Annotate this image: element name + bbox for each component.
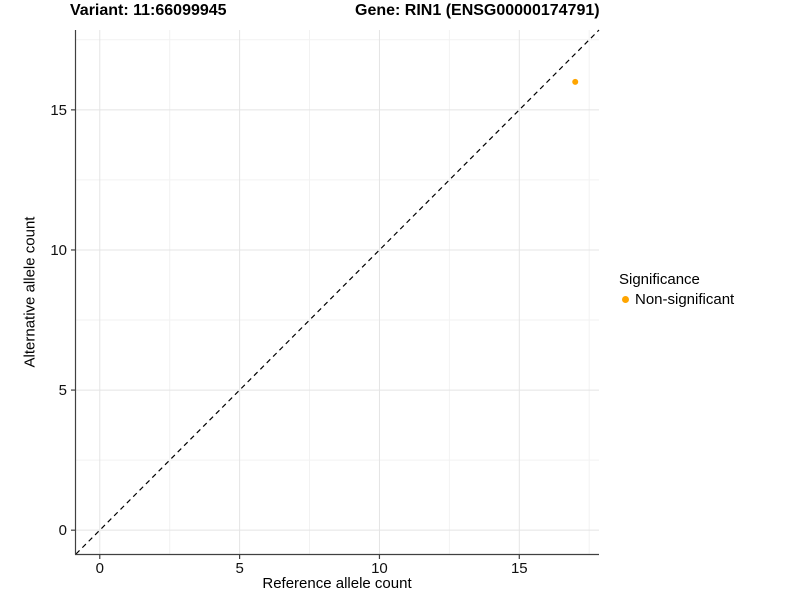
legend-point-icon	[622, 296, 629, 303]
data-point	[572, 78, 579, 85]
y-tick-label: 10	[50, 242, 67, 259]
legend-item-label: Non-significant	[635, 291, 735, 308]
y-tick-label: 0	[59, 522, 67, 539]
identity-line	[75, 29, 600, 555]
plot-title-gene: Gene: RIN1 (ENSG00000174791)	[355, 2, 600, 19]
legend-item-non-significant: Non-significant	[619, 291, 734, 308]
legend: Significance Non-significant	[619, 271, 734, 308]
y-tick-label: 15	[50, 102, 67, 119]
x-tick-label: 5	[235, 560, 243, 577]
y-axis-title: Alternative allele count	[21, 216, 39, 368]
legend-title: Significance	[619, 271, 700, 288]
plot-title-variant: Variant: 11:66099945	[70, 2, 227, 19]
x-tick-label: 0	[96, 560, 104, 577]
y-tick-label: 5	[59, 382, 67, 399]
x-tick-label: 15	[511, 560, 528, 577]
x-axis-title: Reference allele count	[262, 575, 412, 592]
x-tick-label: 10	[371, 560, 388, 577]
